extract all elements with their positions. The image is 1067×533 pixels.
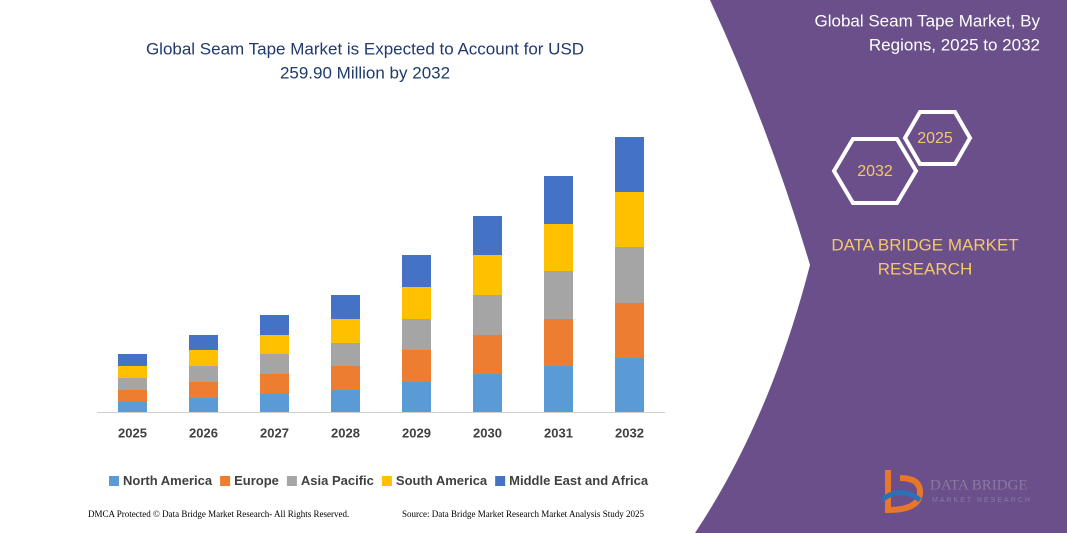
bar-segment xyxy=(615,192,644,247)
bar-segment xyxy=(189,366,218,382)
chart-title: 259.90 Million by 2032 xyxy=(280,63,450,82)
bar-segment xyxy=(473,255,502,295)
bar-segment xyxy=(473,295,502,335)
bar-segment xyxy=(615,247,644,303)
bar-segment xyxy=(402,382,431,412)
hex-label: 2025 xyxy=(917,130,953,147)
x-tick-label: 2027 xyxy=(260,425,289,440)
panel-title: Global Seam Tape Market, By xyxy=(814,11,1040,30)
bar-segment xyxy=(260,335,289,354)
side-panel xyxy=(695,0,1067,533)
bar-segment xyxy=(544,271,573,319)
bar-segment xyxy=(544,224,573,271)
legend-label: North America xyxy=(123,473,213,488)
brand: RESEARCH xyxy=(878,259,972,278)
chart-title: Global Seam Tape Market is Expected to A… xyxy=(146,39,584,58)
x-tick-label: 2028 xyxy=(331,425,360,440)
legend-label: Europe xyxy=(234,473,279,488)
legend-label: Asia Pacific xyxy=(301,473,374,488)
bar-segment xyxy=(331,366,360,390)
logo-name: DATA BRIDGE xyxy=(930,477,1028,493)
bar-segment xyxy=(118,390,147,402)
x-tick-label: 2029 xyxy=(402,425,431,440)
legend-swatch xyxy=(495,476,506,486)
footer-right: Source: Data Bridge Market Research Mark… xyxy=(402,509,644,519)
legend-swatch xyxy=(286,476,297,486)
bar-segment xyxy=(189,335,218,350)
x-tick-label: 2026 xyxy=(189,425,218,440)
x-tick-label: 2032 xyxy=(615,425,644,440)
bar-segment xyxy=(118,354,147,366)
logo-tagline: MARKET RESEARCH xyxy=(932,497,1032,504)
footer-left: DMCA Protected © Data Bridge Market Rese… xyxy=(88,509,349,519)
bar-segment xyxy=(473,335,502,374)
legend-label: South America xyxy=(396,473,488,488)
bar-segment xyxy=(260,354,289,374)
brand: DATA BRIDGE MARKET xyxy=(831,235,1018,254)
logo-mark xyxy=(885,470,924,514)
bar-segment xyxy=(402,350,431,382)
bar-segment xyxy=(189,398,218,412)
hexagon xyxy=(831,137,919,205)
bar-segment xyxy=(544,176,573,224)
legend-swatch xyxy=(220,476,231,486)
bar-segment xyxy=(615,358,644,412)
bar-segment xyxy=(260,394,289,412)
bar-segment xyxy=(331,295,360,319)
bar-segment xyxy=(402,255,431,287)
legend-swatch xyxy=(381,476,392,486)
bar-segment xyxy=(544,366,573,412)
hexagon xyxy=(902,110,973,166)
bar-segment xyxy=(402,287,431,319)
legend-label: Middle East and Africa xyxy=(509,473,649,488)
bar-segment xyxy=(615,137,644,192)
bar-segment xyxy=(331,343,360,366)
bar-segment xyxy=(260,374,289,394)
bar-segment xyxy=(402,319,431,350)
bar-segment xyxy=(118,366,147,378)
bar-segment xyxy=(544,319,573,366)
bar-segment xyxy=(189,382,218,398)
legend-swatch xyxy=(109,476,119,486)
x-tick-label: 2031 xyxy=(544,425,573,440)
bar-segment xyxy=(331,390,360,412)
logo-mark xyxy=(880,490,922,503)
x-tick-label: 2030 xyxy=(473,425,502,440)
x-tick-label: 2025 xyxy=(118,425,147,440)
bar-segment xyxy=(473,216,502,255)
bar-segment xyxy=(189,350,218,366)
bar-segment xyxy=(260,315,289,335)
bar-segment xyxy=(118,378,147,390)
bar-segment xyxy=(615,303,644,358)
bar-segment xyxy=(118,402,147,412)
hex-label: 2032 xyxy=(857,163,893,180)
bar-segment xyxy=(331,319,360,343)
bar-segment xyxy=(473,374,502,412)
panel-title: Regions, 2025 to 2032 xyxy=(869,35,1040,54)
